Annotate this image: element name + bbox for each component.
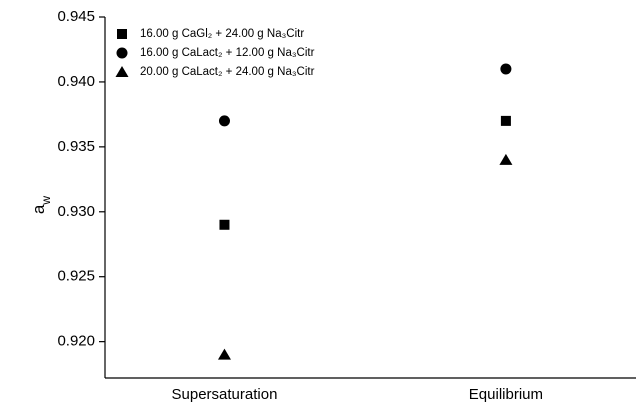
legend-label: 16.00 g CaLact₂ + 12.00 g Na₃Citr [140, 47, 315, 59]
x-tick-label: Equilibrium [469, 386, 543, 403]
legend-marker [115, 66, 129, 77]
legend-marker [117, 29, 127, 39]
y-tick-label: 0.935 [57, 138, 95, 155]
y-tick-label: 0.920 [57, 333, 95, 350]
data-point [499, 153, 513, 165]
legend-marker [116, 47, 128, 59]
y-tick-label: 0.925 [57, 268, 95, 285]
y-label-sub: w [39, 196, 53, 206]
data-point [500, 63, 512, 75]
y-axis-label: aw [29, 196, 53, 214]
data-point [219, 219, 230, 230]
y-tick-label: 0.930 [57, 203, 95, 220]
y-label-main: a [29, 204, 48, 214]
x-tick-label: Supersaturation [172, 386, 278, 403]
data-point [500, 115, 511, 126]
y-tick-label: 0.945 [57, 8, 95, 25]
data-point [218, 115, 230, 127]
data-point [217, 348, 231, 360]
legend-label: 16.00 g CaGl₂ + 24.00 g Na₃Citr [140, 28, 304, 40]
legend-label: 20.00 g CaLact₂ + 24.00 g Na₃Citr [140, 66, 315, 78]
y-tick-label: 0.940 [57, 73, 95, 90]
